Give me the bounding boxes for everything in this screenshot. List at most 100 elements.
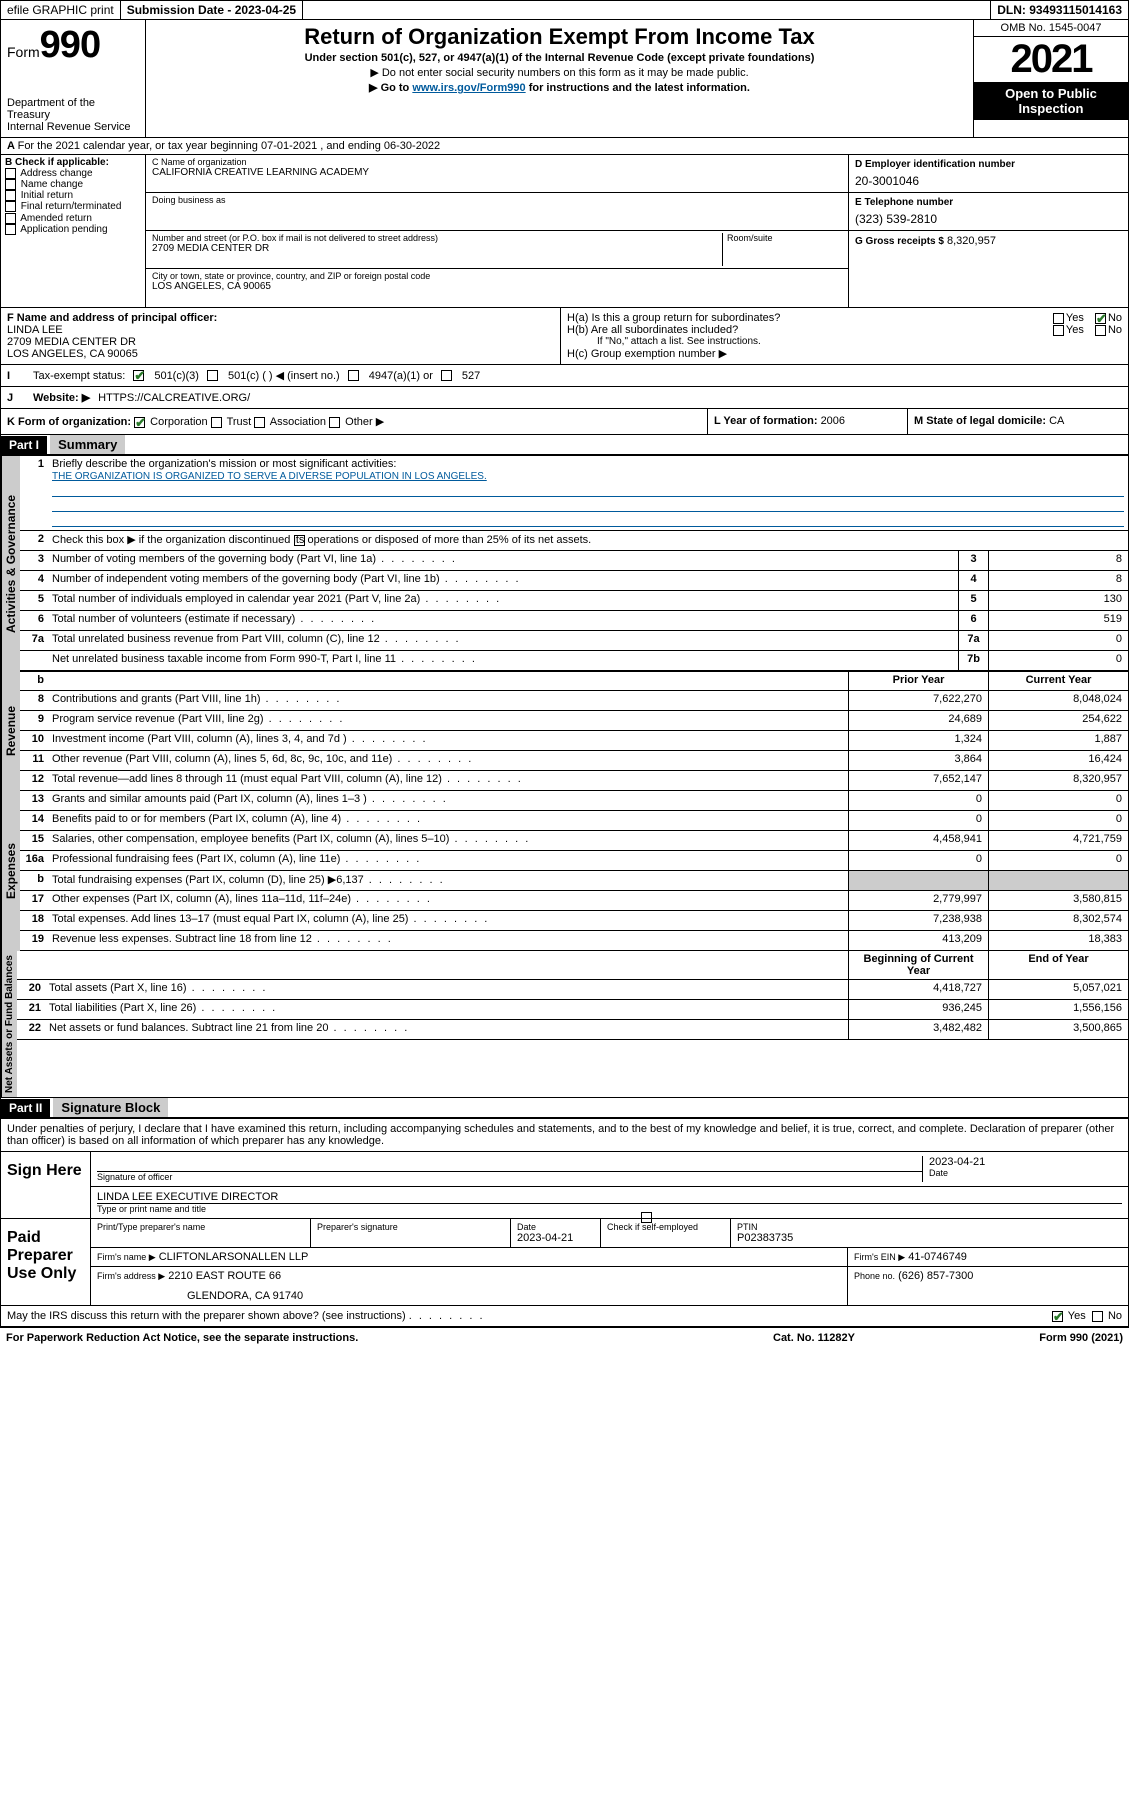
ssn-note: ▶ Do not enter social security numbers o…	[156, 66, 963, 79]
prior-val: 7,622,270	[848, 691, 988, 710]
firm-addr2: GLENDORA, CA 91740	[97, 1290, 841, 1302]
form-header: Form990 Department of the Treasury Inter…	[0, 20, 1129, 138]
row-desc: Benefits paid to or for members (Part IX…	[48, 811, 848, 830]
part-ii-title: Signature Block	[53, 1098, 168, 1117]
row-desc: Revenue less expenses. Subtract line 18 …	[48, 931, 848, 950]
sig-date: 2023-04-21	[929, 1156, 1122, 1168]
current-val: 0	[988, 791, 1128, 810]
prior-val: 4,418,727	[848, 980, 988, 999]
cb-4947[interactable]	[348, 370, 359, 381]
cb-501c[interactable]	[207, 370, 218, 381]
cb-address-change[interactable]	[5, 168, 16, 179]
ptin-val: P02383735	[737, 1232, 1122, 1244]
cb-corp[interactable]	[134, 417, 145, 428]
row-desc: Contributions and grants (Part VIII, lin…	[48, 691, 848, 710]
gross-label: G Gross receipts $	[855, 236, 944, 247]
mission-line1	[52, 483, 1124, 497]
opt-assoc: Association	[270, 416, 326, 428]
prior-val: 3,864	[848, 751, 988, 770]
ein-label: D Employer identification number	[855, 159, 1122, 170]
ha-row: H(a) Is this a group return for subordin…	[567, 312, 1122, 324]
prior-val: 4,458,941	[848, 831, 988, 850]
gov-val: 8	[988, 551, 1128, 570]
cb-527[interactable]	[441, 370, 452, 381]
col-c: C Name of organization CALIFORNIA CREATI…	[146, 155, 848, 307]
cb-amended[interactable]	[5, 213, 16, 224]
irs-label: Internal Revenue Service	[7, 121, 139, 133]
gov-val: 519	[988, 611, 1128, 630]
line-j: J Website: ▶ HTTPS://CALCREATIVE.ORG/	[0, 387, 1129, 409]
prep-sig-label: Preparer's signature	[317, 1222, 504, 1232]
cb-name-change[interactable]	[5, 179, 16, 190]
opt-app-pending: Application pending	[20, 224, 107, 235]
cb-app-pending[interactable]	[5, 224, 16, 235]
tax-exempt-label: Tax-exempt status:	[33, 370, 125, 382]
l-val: 2006	[821, 415, 845, 427]
opt-initial-return: Initial return	[21, 190, 73, 201]
officer-sig-line[interactable]	[97, 1156, 922, 1172]
cb-hb-yes[interactable]	[1053, 325, 1064, 336]
firm-ein-label: Firm's EIN ▶	[854, 1252, 905, 1262]
submission-date: Submission Date - 2023-04-25	[121, 1, 303, 19]
revenue-grid: Revenue b Prior Year Current Year 8Contr…	[0, 671, 1129, 791]
cb-initial-return[interactable]	[5, 190, 16, 201]
expenses-grid: Expenses 13Grants and similar amounts pa…	[0, 791, 1129, 951]
gov-desc: Total unrelated business revenue from Pa…	[48, 631, 958, 650]
gov-box: 5	[958, 591, 988, 610]
cb-ha-no[interactable]	[1095, 313, 1106, 324]
check-self: Check if self-employed	[607, 1222, 724, 1233]
ein-val: 20-3001046	[855, 174, 1122, 188]
part-ii-bar: Part II Signature Block	[0, 1098, 1129, 1119]
cb-may-yes[interactable]	[1052, 1311, 1063, 1322]
prep-date-label: Date	[517, 1222, 594, 1232]
addr-val: 2709 MEDIA CENTER DR	[152, 243, 722, 254]
gov-box: 4	[958, 571, 988, 590]
may-yes: Yes	[1068, 1310, 1086, 1322]
omb-number: OMB No. 1545-0047	[974, 20, 1128, 37]
cb-hb-no[interactable]	[1095, 325, 1106, 336]
row-desc: Net assets or fund balances. Subtract li…	[45, 1020, 848, 1039]
hb-row: H(b) Are all subordinates included? Yes …	[567, 324, 1122, 336]
cb-may-no[interactable]	[1092, 1311, 1103, 1322]
current-val: 16,424	[988, 751, 1128, 770]
row-desc: Investment income (Part VIII, column (A)…	[48, 731, 848, 750]
gov-box: 3	[958, 551, 988, 570]
current-val: 0	[988, 811, 1128, 830]
tab-revenue: Revenue	[1, 671, 20, 791]
cb-assoc[interactable]	[254, 417, 265, 428]
website-label: Website: ▶	[33, 392, 90, 404]
tax-year-range: For the 2021 calendar year, or tax year …	[18, 140, 441, 152]
prior-val: 7,652,147	[848, 771, 988, 790]
open-public: Open to Public Inspection	[974, 82, 1128, 120]
gov-val: 0	[988, 631, 1128, 650]
cb-other[interactable]	[329, 417, 340, 428]
row-desc: Total fundraising expenses (Part IX, col…	[48, 871, 848, 890]
cb-discontinued[interactable]	[294, 535, 305, 546]
addr-label: Number and street (or P.O. box if mail i…	[152, 233, 722, 243]
current-val: 8,320,957	[988, 771, 1128, 790]
name-title-label: Type or print name and title	[97, 1204, 1122, 1214]
org-name: CALIFORNIA CREATIVE LEARNING ACADEMY	[152, 167, 842, 178]
sign-here: Sign Here	[1, 1152, 91, 1218]
gov-val: 130	[988, 591, 1128, 610]
i-letter: I	[7, 370, 25, 382]
irs-link[interactable]: www.irs.gov/Form990	[412, 82, 525, 94]
cb-final-return[interactable]	[5, 201, 16, 212]
website-val: HTTPS://CALCREATIVE.ORG/	[98, 392, 250, 404]
may-no: No	[1108, 1310, 1122, 1322]
cb-ha-yes[interactable]	[1053, 313, 1064, 324]
paperwork-notice: For Paperwork Reduction Act Notice, see …	[6, 1332, 773, 1344]
hb-label: H(b) Are all subordinates included?	[567, 324, 738, 336]
cb-trust[interactable]	[211, 417, 222, 428]
k-label: K Form of organization:	[7, 416, 131, 428]
top-bar: efile GRAPHIC print Submission Date - 20…	[0, 0, 1129, 20]
cb-501c3[interactable]	[133, 370, 144, 381]
gov-desc: Number of independent voting members of …	[48, 571, 958, 590]
section-bcde: B Check if applicable: Address change Na…	[0, 155, 1129, 308]
form-subtitle: Under section 501(c), 527, or 4947(a)(1)…	[156, 52, 963, 64]
cb-self-employed[interactable]	[641, 1212, 652, 1223]
section-fh: F Name and address of principal officer:…	[0, 308, 1129, 365]
row-desc: Total revenue—add lines 8 through 11 (mu…	[48, 771, 848, 790]
current-val: 254,622	[988, 711, 1128, 730]
prior-val: 0	[848, 811, 988, 830]
